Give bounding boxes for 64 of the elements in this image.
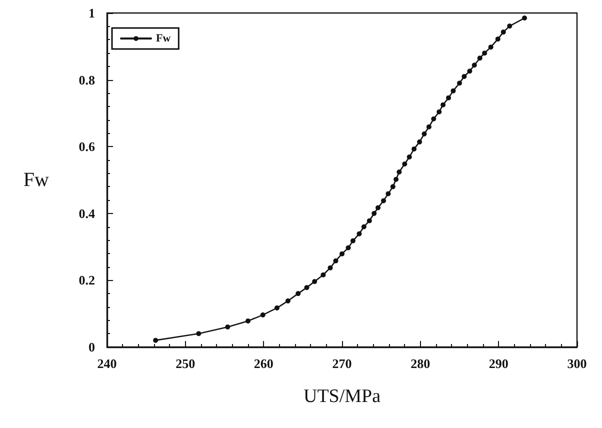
point [472,62,477,68]
point [328,265,333,270]
point [376,205,381,210]
point [372,210,377,216]
point [381,198,386,204]
x-tick-label: 250 [176,356,196,371]
point [422,131,427,136]
point [477,56,482,61]
point [500,30,506,35]
point [440,102,446,108]
x-tick-label: 290 [488,356,508,371]
point [394,176,399,182]
point [426,124,432,130]
point [436,109,442,114]
point [412,146,417,152]
y-tick-label: 0.8 [78,72,96,88]
point [340,251,344,256]
point [467,68,472,74]
point [457,80,462,86]
point [402,161,408,166]
point [260,312,266,318]
point [495,36,500,42]
point [462,74,467,79]
point [386,191,391,196]
x-tick-label: 300 [567,356,587,371]
point [450,88,456,94]
y-tick-label: 0 [88,340,95,354]
x-tick-label: 280 [410,356,430,371]
x-tick-label: 260 [254,356,274,371]
point [304,285,310,290]
y-axis-title: Fw [23,169,50,191]
point [431,116,436,122]
point [333,258,338,264]
y-tick-label: 0.2 [78,272,95,288]
point [522,16,528,21]
x-tick-label: 240 [97,356,117,371]
point [350,238,356,244]
point [196,331,202,336]
point [507,24,512,29]
point [225,324,230,330]
x-axis-title: UTS/MPa [303,386,382,407]
point [356,231,362,236]
point [246,318,250,324]
legend-label: Fw [156,32,171,44]
point [153,338,158,343]
point [406,154,412,160]
point [488,44,494,50]
y-tick-label: 1 [88,6,95,20]
point [396,169,402,174]
point [390,184,396,190]
point [482,50,488,56]
point [361,224,366,230]
point [346,245,351,250]
x-tick-label: 270 [332,356,352,371]
y-tick-label: 0.6 [78,139,96,154]
point [366,218,372,224]
point [446,95,452,100]
point [285,298,290,304]
point [274,305,280,310]
point [296,291,301,296]
point [320,272,326,278]
point [312,279,318,284]
point [417,139,422,144]
y-tick-label: 0.4 [78,206,96,221]
